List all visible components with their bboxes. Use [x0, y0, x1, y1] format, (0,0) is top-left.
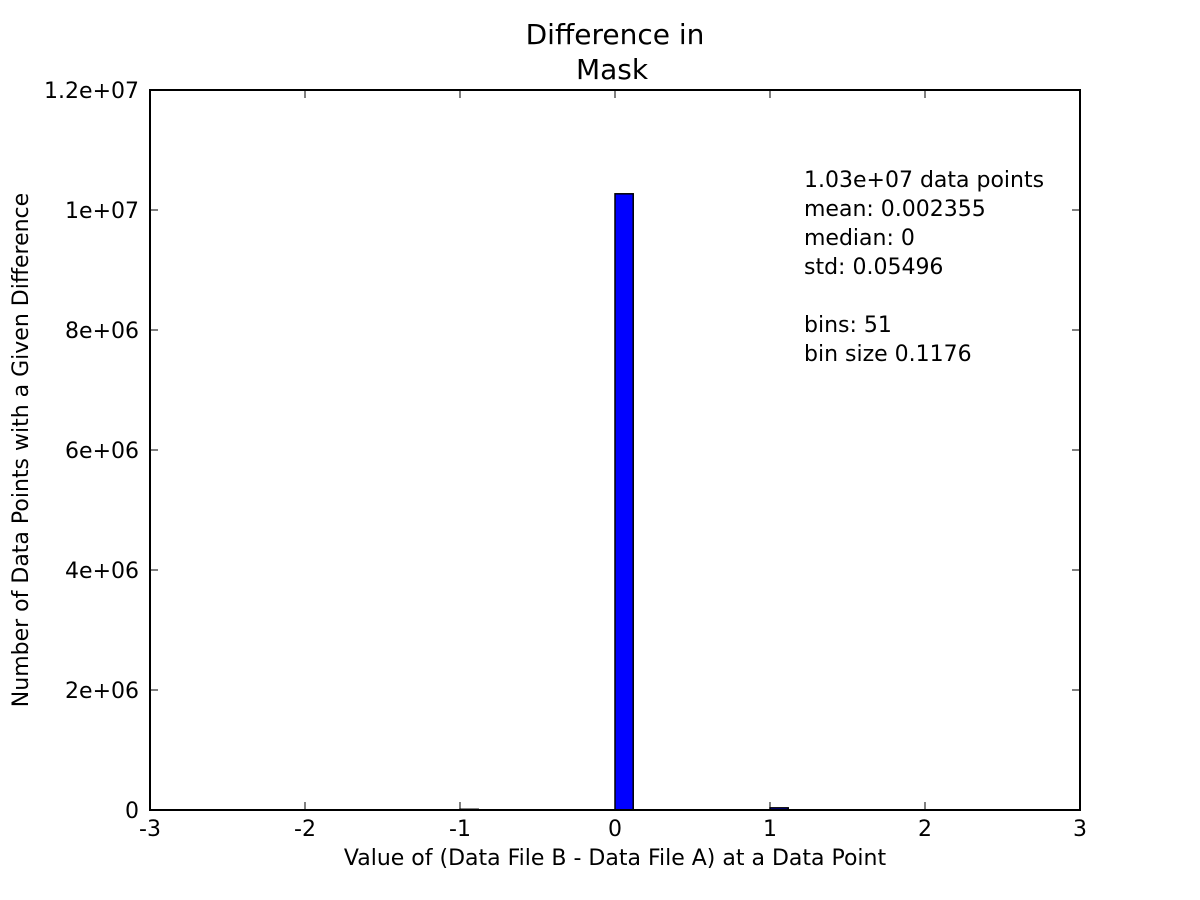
x-tick-label: 2	[918, 817, 932, 842]
y-tick-label: 1e+07	[65, 199, 139, 224]
stats-annotation-line: std: 0.05496	[804, 255, 943, 280]
stats-annotation-line: bins: 51	[804, 313, 892, 338]
x-tick-label: 0	[608, 817, 622, 842]
x-tick-label: 3	[1073, 817, 1087, 842]
y-tick-label: 2e+06	[65, 679, 139, 704]
x-tick-label: -2	[294, 817, 316, 842]
chart-title-line1: Difference in	[526, 18, 705, 51]
y-tick-label: 6e+06	[65, 439, 139, 464]
y-axis-label: Number of Data Points with a Given Diffe…	[9, 193, 34, 707]
stats-annotation-line: median: 0	[804, 226, 915, 251]
x-tick-label: -1	[449, 817, 471, 842]
stats-annotation: 1.03e+07 data points mean: 0.002355 median…	[804, 168, 1044, 367]
stats-annotation-line: mean: 0.002355	[804, 197, 986, 222]
x-tick-label: 1	[763, 817, 777, 842]
histogram-bar-1	[614, 193, 634, 811]
x-tick-label: -3	[139, 817, 161, 842]
stats-annotation-line: bin size 0.1176	[804, 342, 972, 367]
plot-area-frame	[149, 89, 1081, 811]
y-tick-label: 0	[125, 799, 139, 824]
chart-title-line2: Mask	[576, 53, 649, 86]
ticks-group: -3 -2 -1 0 1 2 3 0 2e+06 4e+06 6e+06 8e+06 1e+07 1.2e…	[44, 79, 1087, 842]
y-tick-label: 4e+06	[65, 559, 139, 584]
stats-annotation-line: 1.03e+07 data points	[804, 168, 1044, 193]
y-tick-label: 8e+06	[65, 319, 139, 344]
x-axis-label: Value of (Data File B - Data File A) at …	[344, 846, 887, 871]
y-tick-label: 1.2e+07	[44, 79, 139, 104]
